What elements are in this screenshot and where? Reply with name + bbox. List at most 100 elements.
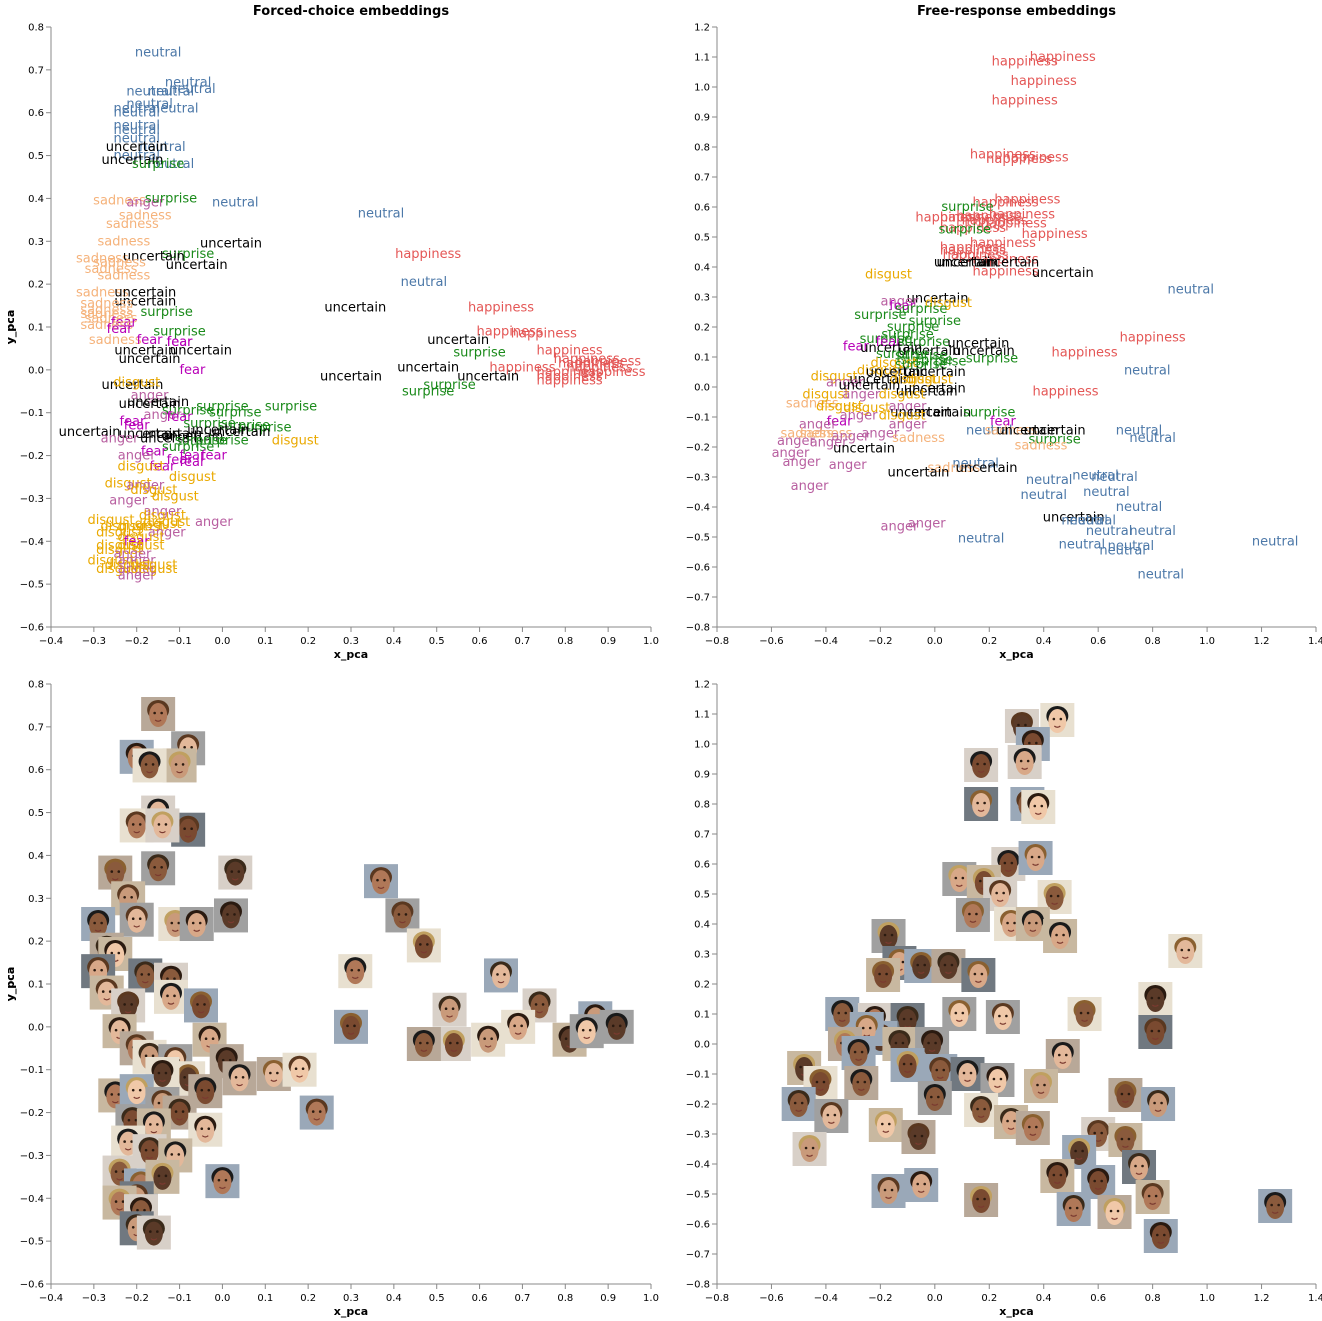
point-label-neutral: neutral (966, 424, 1013, 439)
y-tick-label: −0.6 (686, 1220, 710, 1231)
face-thumbnail (931, 949, 966, 983)
point-label-happiness: happiness (973, 253, 1039, 268)
y-tick-label: −0.1 (686, 413, 710, 424)
point-label-uncertain: uncertain (200, 236, 262, 251)
point-label-uncertain: uncertain (209, 425, 271, 440)
y-tick-label: −0.3 (20, 494, 44, 505)
point-label-fear: fear (124, 534, 151, 549)
y-tick-label: 0.6 (28, 765, 44, 776)
y-tick-label: −0.5 (686, 533, 710, 544)
point-label-anger: anger (782, 455, 820, 470)
point-label-uncertain: uncertain (127, 395, 189, 410)
point-label-uncertain: uncertain (114, 344, 176, 359)
face-thumbnail (141, 851, 176, 886)
point-label-fear: fear (137, 333, 164, 348)
point-label-uncertain: uncertain (397, 361, 459, 376)
point-label-surprise: surprise (941, 200, 993, 215)
point-label-neutral: neutral (1124, 364, 1171, 379)
y-tick-label: −0.1 (20, 408, 44, 419)
point-label-happiness: happiness (1011, 74, 1077, 89)
point-label-uncertain: uncertain (324, 301, 386, 316)
face-thumbnail (136, 1215, 171, 1250)
free-response-labels-panel: −0.8 −0.6 −0.4 −0.2 0.0 0.2 0.4 0.6 0.8 1.0 1.2 1.4… (4, 4, 1322, 661)
point-label-surprise: surprise (963, 406, 1015, 421)
point-label-happiness: happiness (973, 265, 1039, 280)
y-tick-label: 0.2 (28, 937, 44, 948)
point-label-surprise: surprise (423, 378, 475, 393)
face-thumbnail (471, 1022, 506, 1057)
point-label-uncertain: uncertain (1043, 511, 1105, 526)
x-tick-label: 0.7 (514, 636, 530, 647)
face-thumbnail (814, 1099, 849, 1133)
y-tick-label: 0.2 (694, 323, 710, 334)
point-label-uncertain: uncertain (114, 286, 176, 301)
face-thumbnail (1258, 1189, 1293, 1223)
point-label-anger: anger (148, 526, 186, 541)
point-label-anger: anger (118, 562, 156, 577)
point-label-fear: fear (149, 459, 176, 474)
x-tick-label: 0.7 (514, 1293, 530, 1304)
point-label-uncertain: uncertain (888, 466, 950, 481)
point-label-neutral: neutral (1059, 538, 1106, 553)
point-label-surprise: surprise (196, 399, 248, 414)
point-label-sadness: sadness (927, 461, 980, 476)
point-label-anger: anger (114, 547, 152, 562)
face-thumbnail (904, 1168, 939, 1202)
point-label-neutral: neutral (212, 196, 259, 211)
point-label-neutral: neutral (169, 82, 216, 97)
x-tick-label: −0.2 (868, 1293, 892, 1304)
point-label-anger: anger (118, 569, 156, 584)
point-label-neutral: neutral (1020, 488, 1067, 503)
face-thumbnail (844, 1066, 879, 1100)
y-tick-label: 1.0 (694, 740, 710, 751)
point-label-surprise: surprise (939, 223, 991, 238)
face-thumbnail (890, 1048, 925, 1082)
point-label-happiness: happiness (915, 211, 981, 226)
face-thumbnail (1138, 982, 1173, 1016)
point-label-fear: fear (179, 363, 206, 378)
x-tick-label: 0.2 (300, 636, 316, 647)
point-label-anger: anger (889, 400, 927, 415)
point-label-surprise: surprise (162, 247, 214, 262)
face-thumbnail (184, 988, 218, 1023)
point-label-anger: anger (881, 295, 919, 310)
point-label-happiness: happiness (1032, 385, 1098, 400)
point-label-surprise: surprise (453, 346, 505, 361)
face-thumbnail (1043, 919, 1078, 953)
point-label-uncertain: uncertain (890, 406, 952, 421)
point-label-disgust: disgust (139, 509, 186, 524)
face-thumbnail (132, 748, 167, 783)
point-label-uncertain: uncertain (119, 427, 181, 442)
y-tick-label: 0.1 (28, 323, 44, 334)
point-label-neutral: neutral (1086, 524, 1133, 539)
y-tick-label: 1.2 (694, 23, 710, 34)
point-label-uncertain: uncertain (937, 256, 999, 271)
point-label-neutral: neutral (148, 157, 195, 172)
x-tick-label: 0.9 (600, 636, 616, 647)
point-label-uncertain: uncertain (457, 369, 519, 384)
point-label-happiness: happiness (395, 247, 461, 262)
x-tick-label: −0.4 (39, 1293, 63, 1304)
x-tick-label: −0.6 (759, 636, 783, 647)
y-tick-label: 0.3 (694, 293, 710, 304)
point-label-anger: anger (861, 427, 899, 442)
point-label-surprise: surprise (895, 349, 947, 364)
point-label-happiness: happiness (1120, 331, 1186, 346)
face-thumbnail (1135, 1180, 1170, 1214)
point-label-neutral: neutral (113, 131, 160, 146)
face-thumbnail (484, 958, 518, 993)
face-thumbnail (406, 928, 441, 963)
point-label-disgust: disgust (105, 476, 152, 491)
point-label-sadness: sadness (93, 256, 146, 271)
x-tick-label: −0.4 (814, 636, 838, 647)
y-tick-label: 0.3 (28, 894, 44, 905)
point-label-surprise: surprise (209, 406, 261, 421)
point-label-uncertain: uncertain (187, 423, 249, 438)
point-label-uncertain: uncertain (896, 385, 958, 400)
free-response-faces-panel: −0.8 −0.6 −0.4 −0.2 0.0 0.2 0.4 0.6 0.8 1.0 1.2 1.4… (4, 680, 1322, 1319)
x-tick-label: 0.6 (472, 1293, 488, 1304)
point-label-anger: anger (126, 196, 164, 211)
point-label-neutral: neutral (1116, 500, 1163, 515)
x-axis-title: x_pca (334, 648, 368, 661)
y-tick-label: −0.3 (686, 1130, 710, 1141)
